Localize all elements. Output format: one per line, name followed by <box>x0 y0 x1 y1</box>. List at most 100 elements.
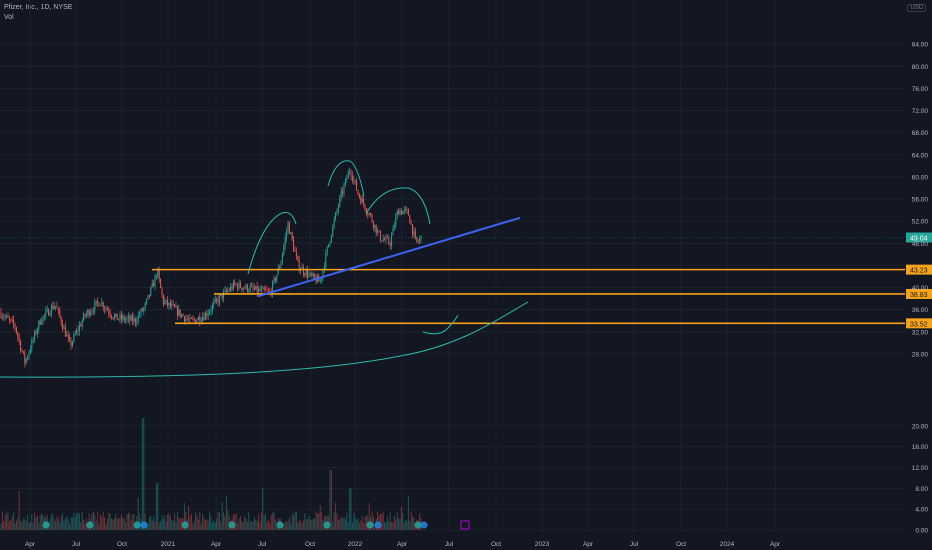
volume-bar <box>130 520 132 530</box>
volume-bar <box>249 521 251 530</box>
candle-body <box>231 286 233 290</box>
symbol-title[interactable]: Pfizer, Inc., 1D, NYSE <box>4 4 73 11</box>
candle-body <box>279 267 281 269</box>
time-tick-label: Jul <box>445 541 454 548</box>
volume-bar <box>11 516 13 530</box>
volume-bar <box>14 523 16 530</box>
volume-bar <box>193 520 195 530</box>
candle-body <box>389 243 391 246</box>
candle-body <box>172 304 174 305</box>
candle-body <box>59 309 61 317</box>
currency-button[interactable]: USD <box>907 4 926 12</box>
candle-body <box>189 317 191 320</box>
volume-bar <box>267 519 269 530</box>
volume-bar <box>189 516 191 530</box>
candle-body <box>74 333 76 335</box>
volume-bar <box>266 521 268 530</box>
candle-body <box>21 350 23 352</box>
volume-bar <box>337 519 339 530</box>
candle-body <box>99 305 101 307</box>
volume-bar <box>132 514 134 530</box>
volume-bar <box>102 511 104 530</box>
candle-body <box>206 313 208 316</box>
volume-bar <box>29 522 31 530</box>
level-label: 43.23 <box>910 268 928 275</box>
candle-body <box>56 305 58 309</box>
candle-body <box>168 302 170 306</box>
price-tick-label: 28.00 <box>912 351 929 358</box>
time-tick-label: Jul <box>258 541 267 548</box>
volume-bar <box>374 523 376 530</box>
volume-indicator-label[interactable]: Vol <box>4 14 14 21</box>
volume-bar <box>39 515 41 530</box>
volume-tick-label: 4.00 <box>915 507 928 514</box>
candle-body <box>391 235 393 246</box>
volume-bar <box>274 519 276 530</box>
candle-body <box>83 314 85 321</box>
time-tick-label: Oct <box>491 541 501 548</box>
candle-body <box>120 314 122 320</box>
candle-body <box>130 315 132 321</box>
grid-lines <box>0 0 905 532</box>
candle-body <box>214 298 216 302</box>
volume-bar <box>81 511 83 530</box>
candle-body <box>265 289 267 291</box>
candle-body <box>92 311 94 312</box>
volume-bar <box>371 511 373 530</box>
volume-bar <box>36 515 38 530</box>
volume-bar <box>92 511 94 530</box>
small-cup-arc <box>422 314 459 335</box>
volume-bar <box>129 513 131 530</box>
candle-body <box>305 270 307 276</box>
volume-bar <box>160 521 162 530</box>
candle-body <box>246 284 248 292</box>
candle-body <box>50 305 52 315</box>
earnings-marker-icon <box>86 521 94 529</box>
candle-body <box>340 191 342 197</box>
time-axis: Apr Jul Oct 2021 Apr Jul Oct 2022 Apr Jul Oct 2023 A… <box>25 541 781 548</box>
volume-bar <box>127 512 129 530</box>
time-tick-label: Apr <box>25 541 36 548</box>
candle-body <box>157 269 159 276</box>
price-tick-label: 48.00 <box>912 241 929 248</box>
price-tick-label: 80.00 <box>912 64 929 71</box>
candle-body <box>200 320 202 322</box>
candle-body <box>311 273 313 276</box>
candle-body <box>146 299 148 304</box>
candle-body <box>365 209 367 213</box>
candle-body <box>94 302 96 312</box>
volume-bar <box>409 521 411 530</box>
candle-body <box>298 260 300 271</box>
candle-body <box>190 317 192 319</box>
candle-body <box>277 267 279 275</box>
volume-bar <box>76 513 78 530</box>
candle-body <box>343 184 345 194</box>
candle-body <box>224 289 226 292</box>
volume-bar <box>382 511 384 530</box>
candle-body <box>80 325 82 327</box>
time-tick-label: 2023 <box>535 541 550 548</box>
candle-body <box>385 237 387 241</box>
candle-body <box>232 282 234 290</box>
time-tick-label: Apr <box>583 541 594 548</box>
candle-body <box>182 314 184 317</box>
volume-bar <box>294 511 296 530</box>
candle-body <box>109 313 111 316</box>
volume-bar <box>66 515 68 530</box>
candle-body <box>409 215 411 224</box>
volume-bar <box>330 470 332 530</box>
volume-bar <box>316 513 318 530</box>
candle-body <box>374 224 376 228</box>
candle-body <box>27 356 29 359</box>
candle-body <box>143 307 145 312</box>
candle-body <box>342 191 344 194</box>
candle-body <box>31 340 33 350</box>
volume-bar <box>347 522 349 530</box>
candle-body <box>134 318 136 323</box>
volume-bar <box>318 513 320 530</box>
volume-bar <box>64 518 66 530</box>
price-axis: 84.00 80.00 76.00 72.00 68.00 64.00 60.00 56.00… <box>912 42 929 359</box>
volume-bar <box>304 513 306 530</box>
candle-body <box>248 291 250 292</box>
